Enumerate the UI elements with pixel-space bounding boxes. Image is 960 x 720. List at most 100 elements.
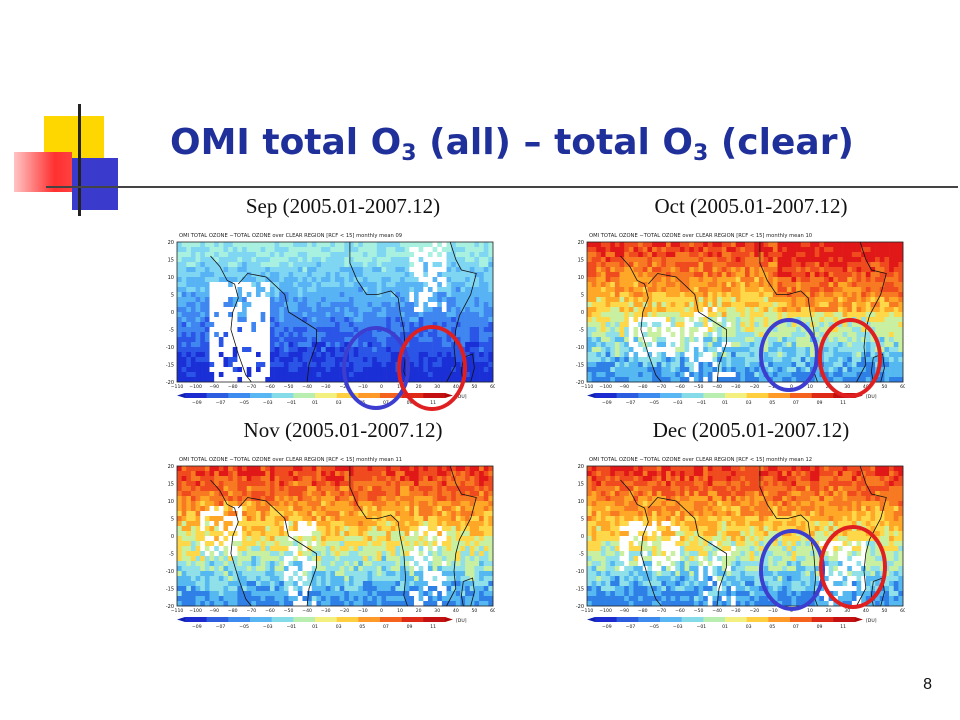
- colorbar-tick-label: −07: [626, 624, 636, 630]
- lat-tick-label: 15: [578, 481, 584, 487]
- colorbar-tick-label: −05: [239, 624, 249, 630]
- lat-tick-label: 10: [168, 275, 174, 281]
- lat-tick-label: 0: [171, 310, 174, 316]
- lon-tick-label: −10: [358, 608, 368, 614]
- lon-tick-label: −30: [731, 608, 741, 614]
- map-frame: [176, 241, 494, 383]
- lat-tick-label: -10: [166, 345, 174, 351]
- lat-tick-label: -10: [166, 569, 174, 575]
- lat-tick-label: 20: [168, 464, 174, 470]
- colorbar-tick-label: 05: [769, 400, 775, 406]
- lon-tick-label: 50: [471, 384, 477, 390]
- colorbar-tick-label: 09: [407, 624, 413, 630]
- panel-title-sep: Sep (2005.01-2007.12): [245, 194, 441, 218]
- lat-tick-label: 15: [168, 257, 174, 263]
- lon-tick-label: −100: [599, 608, 612, 614]
- lon-tick-label: −80: [638, 384, 648, 390]
- lon-tick-label: −40: [302, 384, 312, 390]
- colorbar-tick-label: −09: [602, 624, 612, 630]
- colorbar-unit-label: [DU]: [866, 394, 877, 400]
- colorbar-tick-label: −09: [602, 400, 612, 406]
- lon-tick-label: −70: [657, 384, 667, 390]
- coastline: [210, 465, 477, 607]
- lat-tick-label: -5: [579, 327, 584, 333]
- colorbar-tick-label: −03: [673, 400, 683, 406]
- sep-highlight-red-circle: [397, 325, 467, 411]
- lon-tick-label: −90: [209, 384, 219, 390]
- colorbar-tick-label: 11: [430, 624, 436, 630]
- lon-tick-label: −40: [712, 608, 722, 614]
- colorbar-tick-label: 01: [722, 624, 728, 630]
- panel-title-dec: Dec (2005.01-2007.12): [652, 418, 850, 442]
- lon-tick-label: 40: [863, 384, 869, 390]
- slide-title: OMI total O3 (all) – total O3 (clear): [170, 122, 854, 166]
- lat-tick-label: -5: [169, 551, 174, 557]
- lon-tick-label: 60: [900, 608, 905, 614]
- lon-tick-label: −60: [675, 384, 685, 390]
- map-frame: [176, 465, 494, 607]
- lon-tick-label: 60: [900, 384, 905, 390]
- lon-tick-label: 0: [380, 608, 383, 614]
- lat-tick-label: -20: [166, 380, 174, 386]
- colorbar-tick-label: 01: [312, 400, 318, 406]
- lat-tick-label: 10: [168, 499, 174, 505]
- lon-tick-label: 20: [416, 384, 422, 390]
- colorbar-tick-label: 03: [746, 400, 752, 406]
- lon-tick-label: −100: [189, 608, 202, 614]
- lon-tick-label: −100: [599, 384, 612, 390]
- lon-tick-label: −80: [638, 608, 648, 614]
- lat-tick-label: 20: [168, 240, 174, 246]
- lon-tick-label: 60: [490, 608, 495, 614]
- colorbar-tick-label: −01: [697, 624, 707, 630]
- colorbar-tick-label: 11: [840, 400, 846, 406]
- map-header-text: OMI TOTAL OZONE −TOTAL OZONE over CLEAR …: [589, 233, 812, 239]
- lon-tick-label: −30: [321, 384, 331, 390]
- lon-tick-label: −50: [694, 608, 704, 614]
- colorbar-tick-label: 07: [383, 624, 389, 630]
- colorbar-tick-label: 09: [817, 400, 823, 406]
- lon-tick-label: 50: [881, 384, 887, 390]
- colorbar-tick-label: 01: [722, 400, 728, 406]
- lon-tick-label: 20: [416, 608, 422, 614]
- map-header-text: OMI TOTAL OZONE −TOTAL OZONE over CLEAR …: [179, 457, 402, 463]
- deco-vertical-line: [78, 104, 81, 216]
- colorbar-tick-label: 11: [430, 400, 436, 406]
- lon-tick-label: 30: [434, 384, 440, 390]
- lat-tick-label: -5: [579, 551, 584, 557]
- lon-tick-label: −10: [768, 384, 778, 390]
- ozone-field: [177, 466, 494, 607]
- colorbar-tick-label: −03: [673, 624, 683, 630]
- lon-tick-label: −110: [581, 608, 594, 614]
- sep-highlight-blue-circle: [342, 326, 410, 410]
- lon-tick-label: 60: [490, 384, 495, 390]
- lon-tick-label: 50: [471, 608, 477, 614]
- colorbar: [177, 617, 453, 622]
- lat-tick-label: -15: [576, 362, 584, 368]
- map-frame: [586, 465, 904, 607]
- dec-highlight-blue-circle: [759, 529, 825, 611]
- lon-tick-label: 50: [881, 608, 887, 614]
- lon-tick-label: 10: [397, 384, 403, 390]
- lon-tick-label: 0: [380, 384, 383, 390]
- colorbar-tick-label: −01: [287, 400, 297, 406]
- colorbar: [177, 393, 453, 398]
- deco-red-square: [14, 152, 72, 192]
- lat-tick-label: -20: [166, 604, 174, 610]
- lon-tick-label: −20: [749, 608, 759, 614]
- colorbar-unit-label: [DU]: [866, 618, 877, 624]
- colorbar-tick-label: 05: [359, 624, 365, 630]
- lat-tick-label: -10: [576, 569, 584, 575]
- colorbar-tick-label: −03: [263, 400, 273, 406]
- colorbar-tick-label: −09: [192, 400, 202, 406]
- ozone-field: [587, 466, 904, 607]
- lat-tick-label: 20: [578, 464, 584, 470]
- colorbar-tick-label: −07: [216, 400, 226, 406]
- deco-horizontal-line: [46, 186, 958, 188]
- map-frame: [586, 241, 904, 383]
- colorbar-tick-label: −09: [192, 624, 202, 630]
- lon-tick-label: 30: [844, 608, 850, 614]
- colorbar-tick-label: 09: [407, 400, 413, 406]
- colorbar-tick-label: −07: [626, 400, 636, 406]
- lon-tick-label: 30: [434, 608, 440, 614]
